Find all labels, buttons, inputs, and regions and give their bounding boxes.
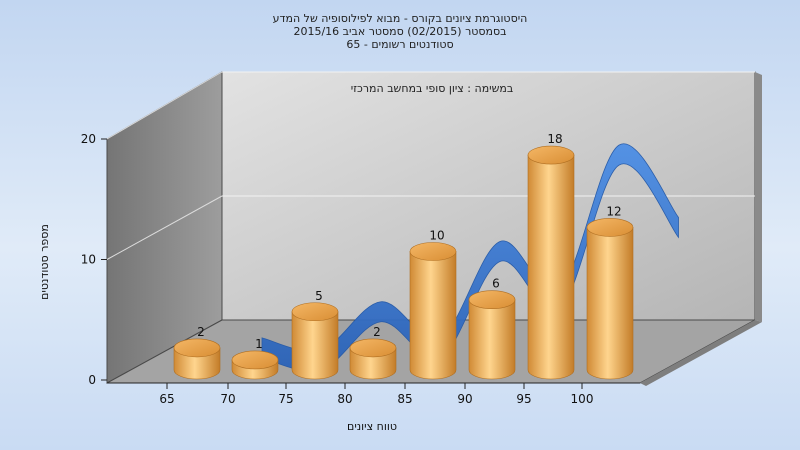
y-tick-label: 0 bbox=[88, 373, 96, 387]
bar-95-100 bbox=[527, 145, 575, 380]
bar-top bbox=[231, 350, 279, 370]
x-tick-label: 85 bbox=[397, 392, 412, 406]
data-label: 12 bbox=[606, 204, 621, 218]
bar-body bbox=[586, 227, 634, 380]
data-label: 5 bbox=[315, 289, 323, 303]
data-label: 6 bbox=[492, 277, 500, 291]
x-axis-title: טווח ציונים bbox=[347, 420, 397, 433]
bar-70-75 bbox=[231, 350, 279, 380]
bar-body bbox=[468, 299, 516, 380]
bar-top bbox=[586, 218, 634, 237]
right-edge bbox=[755, 72, 762, 322]
gridline-left bbox=[106, 71, 223, 140]
bar-top bbox=[527, 145, 575, 165]
bar-75-80 bbox=[291, 302, 339, 380]
chart-title-line-2: בסמסטר (02/2015) סמסטר אביב 2015/16 bbox=[293, 25, 506, 38]
gridline-left bbox=[106, 195, 223, 260]
chart-title-line-1: היסטוגרמת ציונים בקורס - מבוא לפילוסופיה… bbox=[273, 12, 528, 25]
x-tick-label: 90 bbox=[457, 392, 472, 406]
data-label: 2 bbox=[197, 325, 205, 339]
data-labels-layer: 2 1 5 2 10 6 18 12 bbox=[197, 132, 621, 351]
x-tick-label: 70 bbox=[220, 392, 235, 406]
y-tick-label: 20 bbox=[81, 132, 96, 146]
bar-top bbox=[173, 338, 221, 358]
y-tick-label: 10 bbox=[81, 253, 96, 267]
x-tick-label: 80 bbox=[337, 392, 352, 406]
bar-body bbox=[527, 154, 575, 380]
chart-title-line-3: סטודנטים רשומים - 65 bbox=[346, 38, 453, 51]
x-tick-label: 65 bbox=[159, 392, 174, 406]
bar-body bbox=[409, 251, 457, 380]
y-axis-title: מספר סטודנטים bbox=[38, 224, 51, 300]
bar-top bbox=[349, 338, 397, 358]
x-tick-label: 100 bbox=[571, 392, 594, 406]
data-label: 2 bbox=[373, 325, 381, 339]
bar-80-85 bbox=[349, 338, 397, 380]
bar-top bbox=[468, 290, 516, 310]
x-tick-label: 95 bbox=[516, 392, 531, 406]
floor-edge bbox=[640, 320, 762, 386]
bar-90-95 bbox=[468, 290, 516, 380]
bar-100 bbox=[586, 218, 634, 380]
bar-body bbox=[291, 311, 339, 380]
bars-layer bbox=[173, 145, 634, 380]
data-label: 18 bbox=[547, 132, 562, 146]
data-label: 10 bbox=[429, 229, 444, 243]
grid-lines bbox=[101, 71, 755, 389]
bar-65-70 bbox=[173, 338, 221, 380]
x-tick-label: 75 bbox=[278, 392, 293, 406]
chart-annotation: במשימה : ציון סופי במחשב המרכזי bbox=[351, 82, 514, 95]
bar-85-90 bbox=[409, 242, 457, 380]
bar-top bbox=[291, 302, 339, 322]
bar-top bbox=[409, 242, 457, 261]
data-label: 1 bbox=[255, 337, 263, 351]
